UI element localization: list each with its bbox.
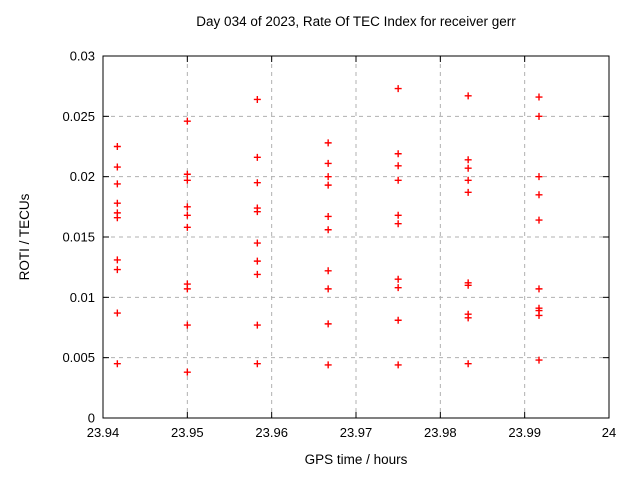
x-tick-label: 24 — [602, 425, 616, 440]
data-point-marker — [324, 181, 332, 189]
data-point-marker — [464, 360, 472, 368]
y-tick-label: 0.02 — [70, 169, 95, 184]
data-point-marker — [113, 143, 121, 150]
x-tick-label: 23.94 — [87, 425, 120, 440]
data-point-marker — [535, 173, 543, 181]
data-point-marker — [324, 139, 332, 147]
data-point-marker — [394, 85, 402, 93]
data-point-marker — [464, 176, 472, 184]
data-point-marker — [324, 226, 332, 234]
data-point-marker — [113, 199, 121, 207]
data-point-marker — [535, 216, 543, 224]
data-point-marker — [183, 368, 191, 376]
data-point-marker — [464, 281, 472, 289]
data-point-marker — [394, 361, 402, 369]
data-point-marker — [464, 156, 472, 164]
data-point-marker — [535, 93, 543, 101]
data-point-marker — [394, 275, 402, 283]
data-point-marker — [183, 117, 191, 125]
data-point-marker — [253, 270, 261, 278]
data-point-marker — [183, 285, 191, 293]
data-point-marker — [253, 208, 261, 216]
data-point-marker — [464, 188, 472, 196]
y-tick-label: 0.005 — [62, 350, 95, 365]
data-point-marker — [183, 321, 191, 329]
data-point-marker — [113, 180, 121, 188]
data-point-marker — [394, 284, 402, 292]
data-point-marker — [183, 203, 191, 211]
data-point-marker — [324, 173, 332, 181]
data-point-marker — [394, 211, 402, 219]
data-point-marker — [113, 214, 121, 222]
data-point-marker — [324, 212, 332, 220]
data-point-marker — [394, 220, 402, 228]
data-point-marker — [253, 257, 261, 265]
data-point-marker — [324, 320, 332, 328]
data-point-marker — [394, 150, 402, 158]
data-point-marker — [253, 360, 261, 368]
data-point-marker — [183, 211, 191, 219]
data-point-marker — [253, 153, 261, 161]
chart-title: Day 034 of 2023, Rate Of TEC Index for r… — [196, 14, 516, 29]
x-tick-label: 23.97 — [340, 425, 373, 440]
y-tick-label: 0.025 — [62, 109, 95, 124]
x-tick-label: 23.98 — [424, 425, 457, 440]
data-point-marker — [183, 223, 191, 231]
data-point-marker — [113, 266, 121, 274]
y-tick-label: 0.03 — [70, 49, 95, 64]
data-point-marker — [324, 159, 332, 167]
data-point-marker — [113, 309, 121, 317]
data-point-marker — [535, 191, 543, 199]
data-point-marker — [113, 256, 121, 264]
x-axis-label: GPS time / hours — [304, 452, 408, 467]
data-point-marker — [535, 311, 543, 319]
x-tick-label: 23.96 — [255, 425, 288, 440]
data-point-marker — [535, 356, 543, 364]
data-point-marker — [394, 316, 402, 324]
y-tick-label: 0.01 — [70, 290, 95, 305]
data-point-marker — [464, 314, 472, 322]
data-point-marker — [324, 267, 332, 275]
data-point-marker — [535, 285, 543, 293]
data-point-marker — [324, 361, 332, 369]
data-point-marker — [464, 164, 472, 172]
data-point-marker — [394, 176, 402, 184]
data-point-marker — [253, 321, 261, 329]
x-tick-label: 23.99 — [508, 425, 541, 440]
data-point-marker — [535, 112, 543, 120]
y-tick-label: 0.015 — [62, 230, 95, 245]
data-point-marker — [253, 95, 261, 103]
y-tick-label: 0 — [88, 411, 95, 426]
data-point-marker — [394, 162, 402, 170]
data-point-marker — [253, 239, 261, 247]
x-tick-label: 23.95 — [171, 425, 204, 440]
data-point-marker — [113, 163, 121, 171]
data-point-marker — [113, 360, 121, 368]
data-point-marker — [183, 170, 191, 178]
data-point-marker — [324, 285, 332, 293]
data-point-marker — [464, 92, 472, 100]
data-point-marker — [183, 176, 191, 184]
data-point-marker — [253, 179, 261, 187]
